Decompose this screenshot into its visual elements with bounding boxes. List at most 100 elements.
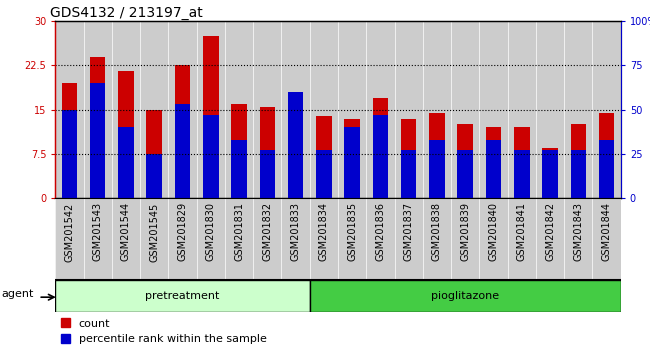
Bar [564, 198, 593, 280]
Bar [254, 21, 281, 198]
Bar [225, 21, 254, 198]
Bar [225, 198, 254, 280]
Bar [344, 119, 360, 198]
Text: GSM201841: GSM201841 [517, 202, 526, 261]
Text: GSM201840: GSM201840 [489, 202, 499, 261]
Bar [118, 127, 134, 198]
Bar [422, 21, 451, 198]
Bar [458, 125, 473, 198]
Text: GSM201837: GSM201837 [404, 202, 413, 262]
Bar [593, 21, 621, 198]
Bar [140, 21, 168, 198]
Bar [90, 57, 105, 198]
Bar [231, 140, 247, 198]
Bar [55, 198, 83, 280]
Text: GSM201543: GSM201543 [93, 202, 103, 262]
Bar [83, 198, 112, 280]
Bar [372, 115, 388, 198]
Bar [316, 150, 332, 198]
Bar [281, 21, 310, 198]
Text: GSM201843: GSM201843 [573, 202, 583, 261]
Bar [288, 92, 304, 198]
Bar [310, 198, 338, 280]
Bar [451, 21, 480, 198]
Bar [254, 198, 281, 280]
Bar [401, 119, 417, 198]
Text: GSM201839: GSM201839 [460, 202, 470, 261]
Bar [146, 110, 162, 198]
Bar [112, 21, 140, 198]
Text: pioglitazone: pioglitazone [431, 291, 499, 301]
Text: GSM201834: GSM201834 [319, 202, 329, 261]
Bar [372, 98, 388, 198]
Text: agent: agent [1, 289, 34, 299]
FancyBboxPatch shape [310, 280, 621, 312]
Text: GSM201835: GSM201835 [347, 202, 357, 262]
Bar [146, 154, 162, 198]
Bar [480, 21, 508, 198]
Bar [55, 21, 83, 198]
Text: GSM201831: GSM201831 [234, 202, 244, 261]
Bar [536, 198, 564, 280]
Bar [536, 21, 564, 198]
Bar [451, 198, 480, 280]
Bar [395, 198, 423, 280]
Bar [196, 198, 225, 280]
Bar [542, 148, 558, 198]
Text: GSM201830: GSM201830 [206, 202, 216, 261]
Bar [508, 21, 536, 198]
Bar [508, 198, 536, 280]
Bar [514, 150, 530, 198]
Bar [90, 83, 105, 198]
Bar [564, 21, 593, 198]
Bar [316, 116, 332, 198]
Bar [599, 113, 614, 198]
Bar [168, 198, 197, 280]
Bar [401, 150, 417, 198]
Text: GSM201544: GSM201544 [121, 202, 131, 262]
Text: GSM201833: GSM201833 [291, 202, 300, 261]
Bar [395, 21, 423, 198]
Bar [231, 104, 247, 198]
Bar [593, 198, 621, 280]
Bar [338, 21, 367, 198]
Bar [367, 21, 395, 198]
Text: GDS4132 / 213197_at: GDS4132 / 213197_at [49, 6, 202, 20]
Bar [259, 107, 275, 198]
Bar [599, 140, 614, 198]
Bar [344, 127, 360, 198]
Bar [140, 198, 168, 280]
Bar [83, 21, 112, 198]
Bar [259, 150, 275, 198]
Bar [168, 21, 197, 198]
Text: GSM201829: GSM201829 [177, 202, 187, 262]
Bar [458, 150, 473, 198]
Text: GSM201542: GSM201542 [64, 202, 74, 262]
Bar [429, 140, 445, 198]
Bar [571, 150, 586, 198]
Bar [480, 198, 508, 280]
FancyBboxPatch shape [55, 280, 310, 312]
Bar [175, 104, 190, 198]
Bar [203, 115, 218, 198]
Text: GSM201842: GSM201842 [545, 202, 555, 262]
Bar [310, 21, 338, 198]
Text: pretreatment: pretreatment [146, 291, 220, 301]
Bar [367, 198, 395, 280]
Bar [486, 140, 501, 198]
Legend: count, percentile rank within the sample: count, percentile rank within the sample [61, 318, 266, 344]
Bar [196, 21, 225, 198]
Bar [175, 65, 190, 198]
Bar [514, 127, 530, 198]
Text: GSM201836: GSM201836 [376, 202, 385, 261]
Text: GSM201545: GSM201545 [150, 202, 159, 262]
Bar [486, 127, 501, 198]
Text: GSM201844: GSM201844 [602, 202, 612, 261]
Bar [203, 36, 218, 198]
Bar [118, 72, 134, 198]
Bar [62, 83, 77, 198]
Text: GSM201832: GSM201832 [263, 202, 272, 262]
Bar [62, 110, 77, 198]
Bar [571, 125, 586, 198]
Bar [338, 198, 367, 280]
